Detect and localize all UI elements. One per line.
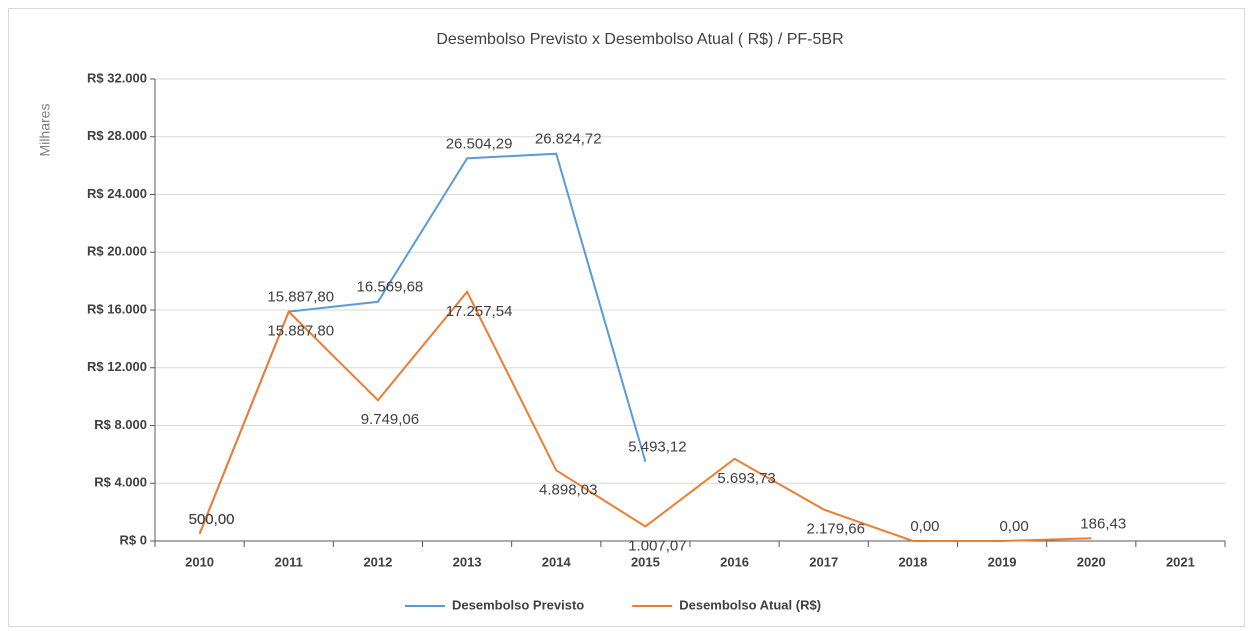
data-label: 5.493,12	[628, 439, 686, 456]
x-tick-label: 2012	[363, 554, 392, 569]
data-label: 16.569,68	[357, 279, 424, 296]
x-tick-label: 2015	[631, 554, 660, 569]
x-tick-label: 2014	[542, 554, 572, 569]
data-label: 1.007,07	[628, 537, 686, 554]
data-label: 500,00	[189, 511, 235, 528]
x-tick-label: 2017	[809, 554, 838, 569]
data-label: 0,00	[999, 518, 1028, 535]
y-tick-label: R$ 12.000	[87, 359, 147, 374]
y-tick-label: R$ 24.000	[87, 186, 147, 201]
series-line	[198, 290, 1092, 542]
x-tick-label: 2016	[720, 554, 749, 569]
x-tick-label: 2020	[1077, 554, 1106, 569]
legend-label: Desembolso Atual (R$)	[679, 597, 821, 612]
legend-label: Desembolso Previsto	[452, 597, 584, 612]
x-tick-label: 2019	[988, 554, 1017, 569]
x-tick-label: 2010	[185, 554, 214, 569]
x-tick-label: 2018	[898, 554, 927, 569]
data-label: 15.887,80	[267, 323, 334, 340]
x-tick-label: 2021	[1166, 554, 1195, 569]
data-label: 26.824,72	[535, 131, 602, 148]
data-label: 4.898,03	[539, 481, 597, 498]
y-tick-label: R$ 32.000	[87, 70, 147, 85]
y-tick-label: R$ 0	[120, 532, 147, 547]
y-tick-label: R$ 20.000	[87, 244, 147, 259]
y-tick-label: R$ 16.000	[87, 301, 147, 316]
data-label: 17.257,54	[446, 303, 513, 320]
data-label: 0,00	[910, 518, 939, 535]
y-tick-label: R$ 28.000	[87, 128, 147, 143]
y-tick-label: R$ 4.000	[94, 475, 147, 490]
chart-title: Desembolso Previsto x Desembolso Atual (…	[436, 31, 843, 48]
data-label: 26.504,29	[446, 135, 513, 152]
data-label: 5.693,73	[717, 470, 775, 487]
data-label: 2.179,66	[807, 520, 865, 537]
data-label: 9.749,06	[361, 411, 419, 428]
data-label: 186,43	[1080, 515, 1126, 532]
data-label: 15.887,80	[267, 289, 334, 306]
y-tick-label: R$ 8.000	[94, 417, 147, 432]
y-axis-label: Milhares	[37, 104, 53, 157]
chart-border	[8, 8, 1245, 627]
data-label: 500,00	[189, 511, 235, 528]
x-tick-label: 2013	[453, 554, 482, 569]
x-tick-label: 2011	[275, 554, 303, 569]
